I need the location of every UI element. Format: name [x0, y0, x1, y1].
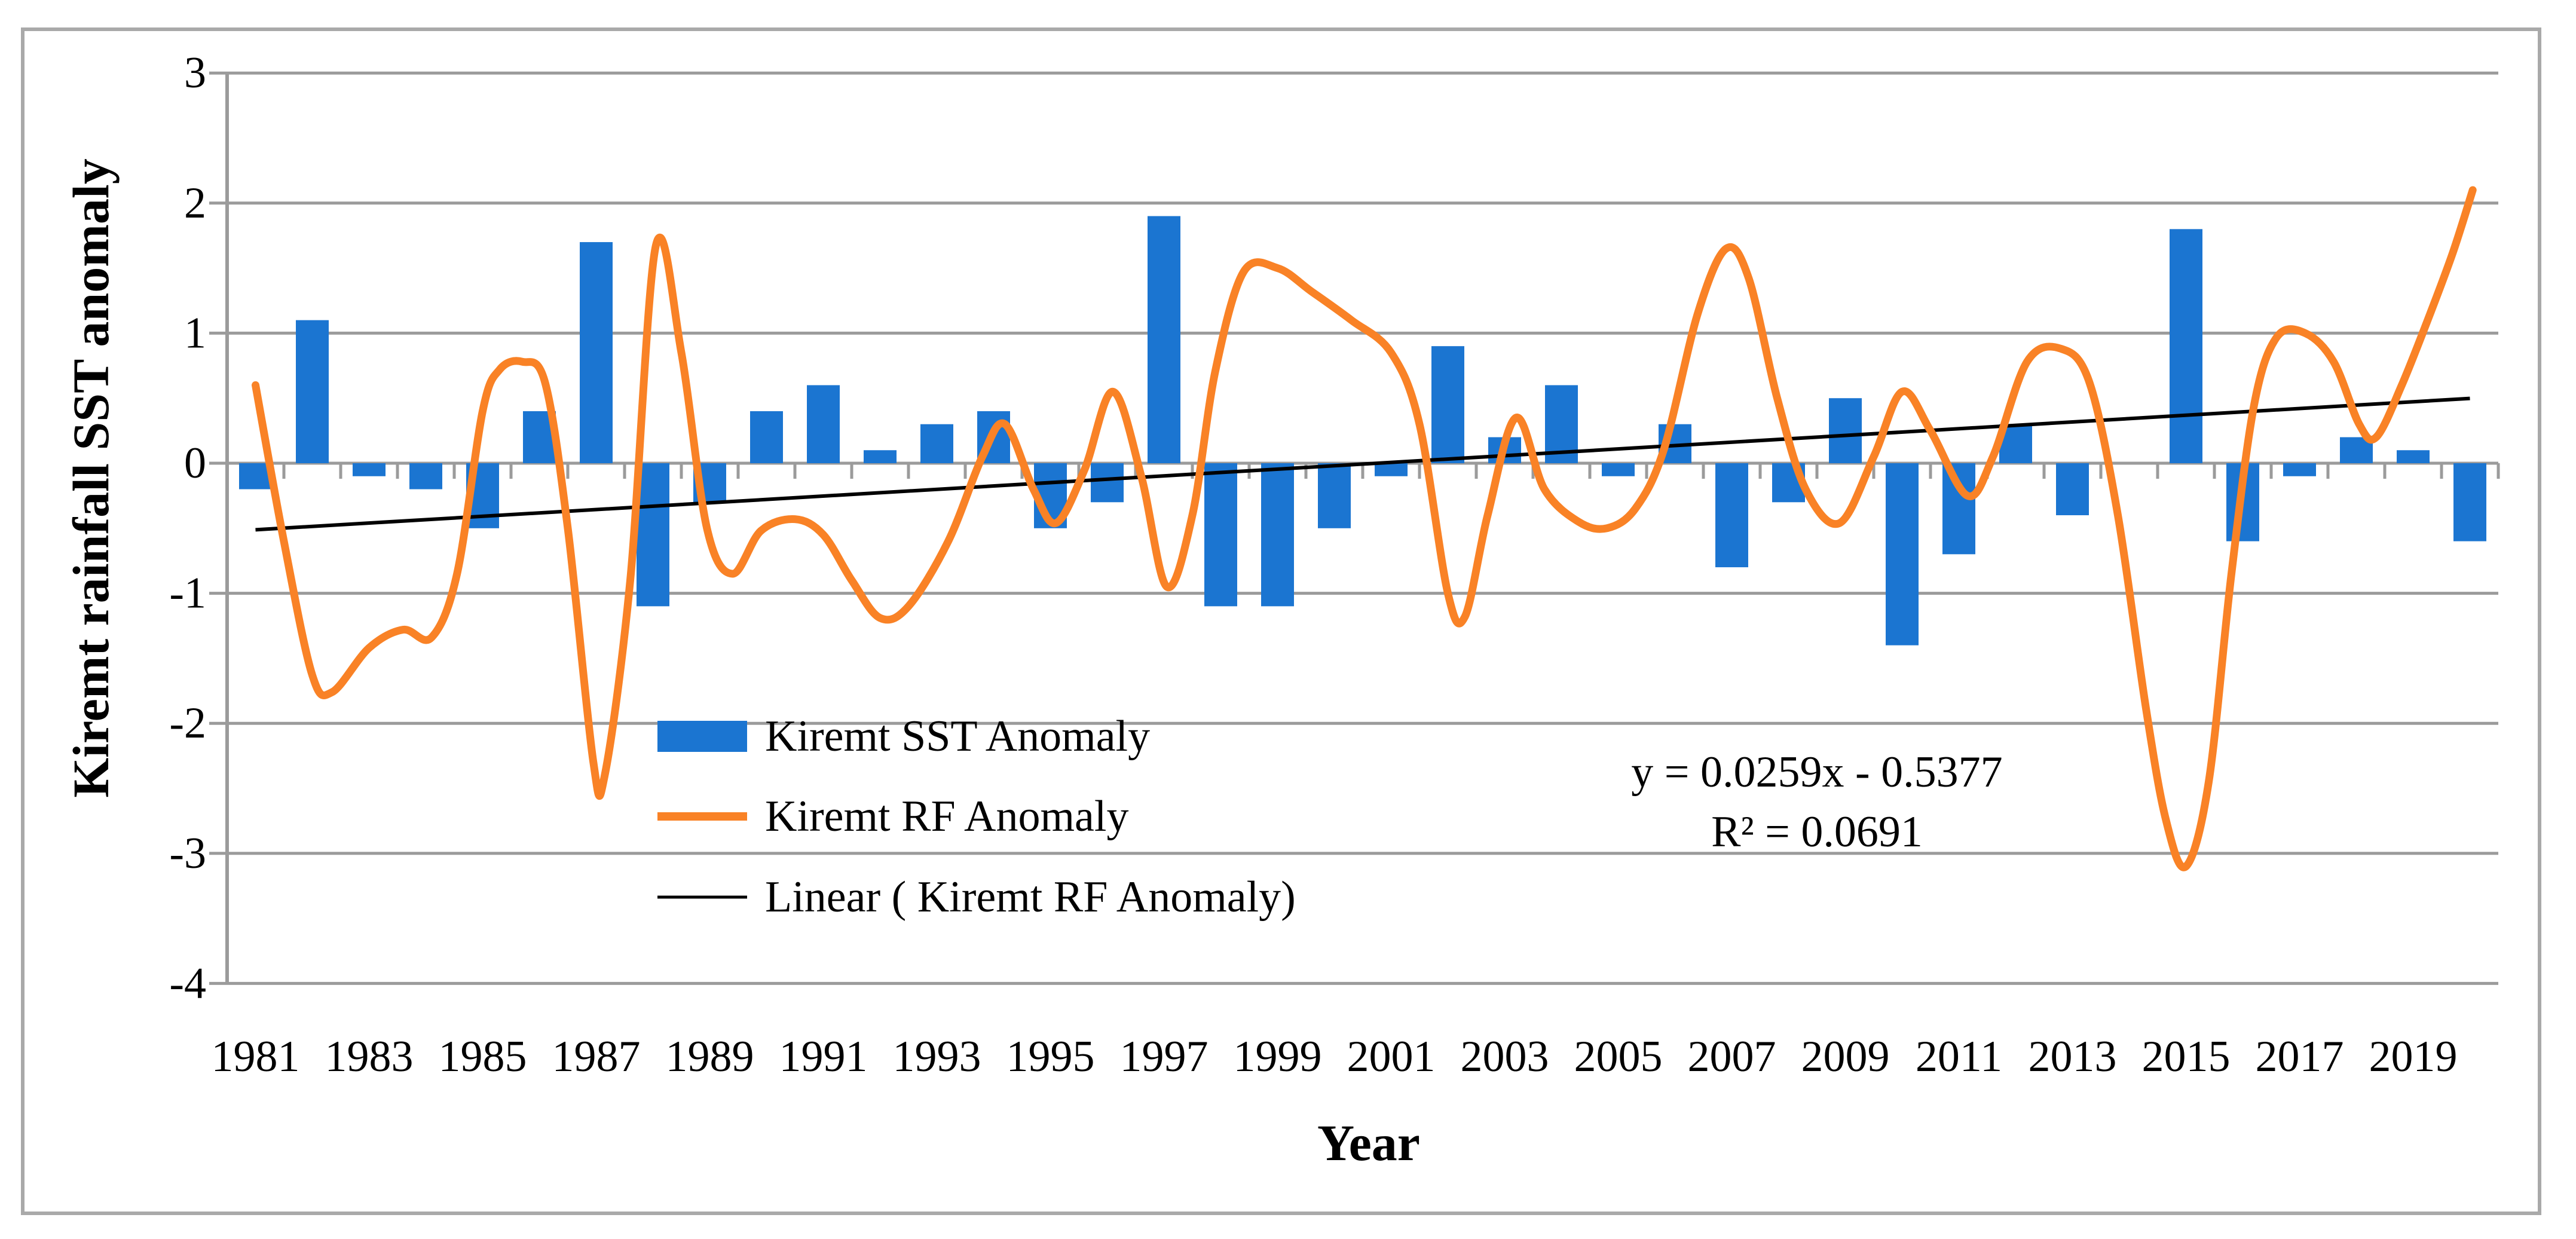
- x-tick-label: 1983: [325, 1032, 414, 1081]
- y-tick-label: 1: [184, 308, 206, 357]
- x-axis-title: Year: [1317, 1114, 1420, 1171]
- x-tick-label: 1981: [212, 1032, 300, 1081]
- bar-1990: [750, 411, 783, 463]
- trend-equation-line2: R² = 0.0691: [1711, 807, 1923, 856]
- y-tick-label: 3: [184, 48, 206, 97]
- line-series-layer: [252, 186, 2477, 871]
- bar-1984: [409, 463, 442, 490]
- bar-2001: [1375, 463, 1408, 476]
- bar-2007: [1715, 463, 1748, 568]
- bar-2020: [2453, 463, 2486, 542]
- bar-1988: [637, 463, 669, 607]
- bar-2005: [1602, 463, 1635, 476]
- trend-equation-line1: y = 0.0259x - 0.5377: [1631, 748, 2002, 797]
- bar-1996: [1091, 463, 1124, 503]
- y-tick-label: 2: [184, 179, 206, 228]
- x-tick-label: 1989: [666, 1032, 754, 1081]
- x-tick-label: 2007: [1688, 1032, 1776, 1081]
- x-tick-label: 1997: [1120, 1032, 1209, 1081]
- x-tick-label: 1993: [893, 1032, 981, 1081]
- bar-2017: [2283, 463, 2316, 476]
- legend-swatch-sst-bar: [657, 721, 747, 752]
- x-tick-label: 2017: [2256, 1032, 2344, 1081]
- x-tick-label: 1995: [1006, 1032, 1095, 1081]
- figure-border-layer: [21, 27, 2541, 1215]
- x-tick-label: 2001: [1347, 1032, 1436, 1081]
- figure-border: [21, 27, 2541, 1215]
- legend-item-label: Kiremt SST Anomaly: [765, 712, 1150, 761]
- y-tick-label: -3: [169, 829, 206, 878]
- legend-item-label: Kiremt RF Anomaly: [765, 792, 1128, 841]
- x-tick-label: 2003: [1461, 1032, 1549, 1081]
- axes-layer: [209, 71, 2500, 985]
- bar-2019: [2397, 450, 2430, 463]
- bar-2011: [1942, 463, 1975, 555]
- bar-2015: [2170, 229, 2202, 463]
- bar-2000: [1318, 463, 1351, 528]
- legend-item-label: Linear ( Kiremt RF Anomaly): [765, 873, 1296, 922]
- x-tick-label: 2005: [1574, 1032, 1663, 1081]
- bar-1987: [580, 242, 613, 463]
- legend: Kiremt SST Anomaly Kiremt RF Anomaly Line…: [657, 712, 1296, 922]
- x-tick-label: 1987: [552, 1032, 641, 1081]
- bar-1999: [1261, 463, 1294, 607]
- bar-2010: [1886, 463, 1919, 645]
- trend-equation: y = 0.0259x - 0.5377 R² = 0.0691: [1631, 748, 2002, 856]
- bar-1991: [807, 385, 840, 463]
- x-tick-label: 2015: [2142, 1032, 2231, 1081]
- x-tick-label: 2009: [1801, 1032, 1890, 1081]
- y-tick-label: -4: [169, 959, 206, 1008]
- x-tick-label: 2013: [2029, 1032, 2117, 1081]
- bar-2009: [1829, 398, 1862, 463]
- bar-1993: [920, 424, 953, 463]
- bar-2013: [2056, 463, 2089, 516]
- bar-1982: [296, 320, 329, 463]
- x-tick-label: 1985: [439, 1032, 527, 1081]
- bar-1983: [353, 463, 386, 476]
- bar-1997: [1148, 216, 1180, 463]
- x-tick-label: 1991: [779, 1032, 868, 1081]
- x-tick-label: 2011: [1916, 1032, 2002, 1081]
- y-tick-label: -1: [169, 569, 206, 618]
- x-tick-label: 2019: [2369, 1032, 2458, 1081]
- y-tick-label: 0: [184, 439, 206, 488]
- y-axis-title: Kiremt rainfall SST anomaly: [62, 158, 120, 798]
- bar-2002: [1431, 346, 1464, 463]
- bar-1998: [1204, 463, 1237, 607]
- x-tick-label: 1999: [1234, 1032, 1322, 1081]
- y-tick-label: -2: [169, 699, 206, 748]
- bar-1992: [864, 450, 897, 463]
- rf-anomaly-curve: [252, 186, 2477, 871]
